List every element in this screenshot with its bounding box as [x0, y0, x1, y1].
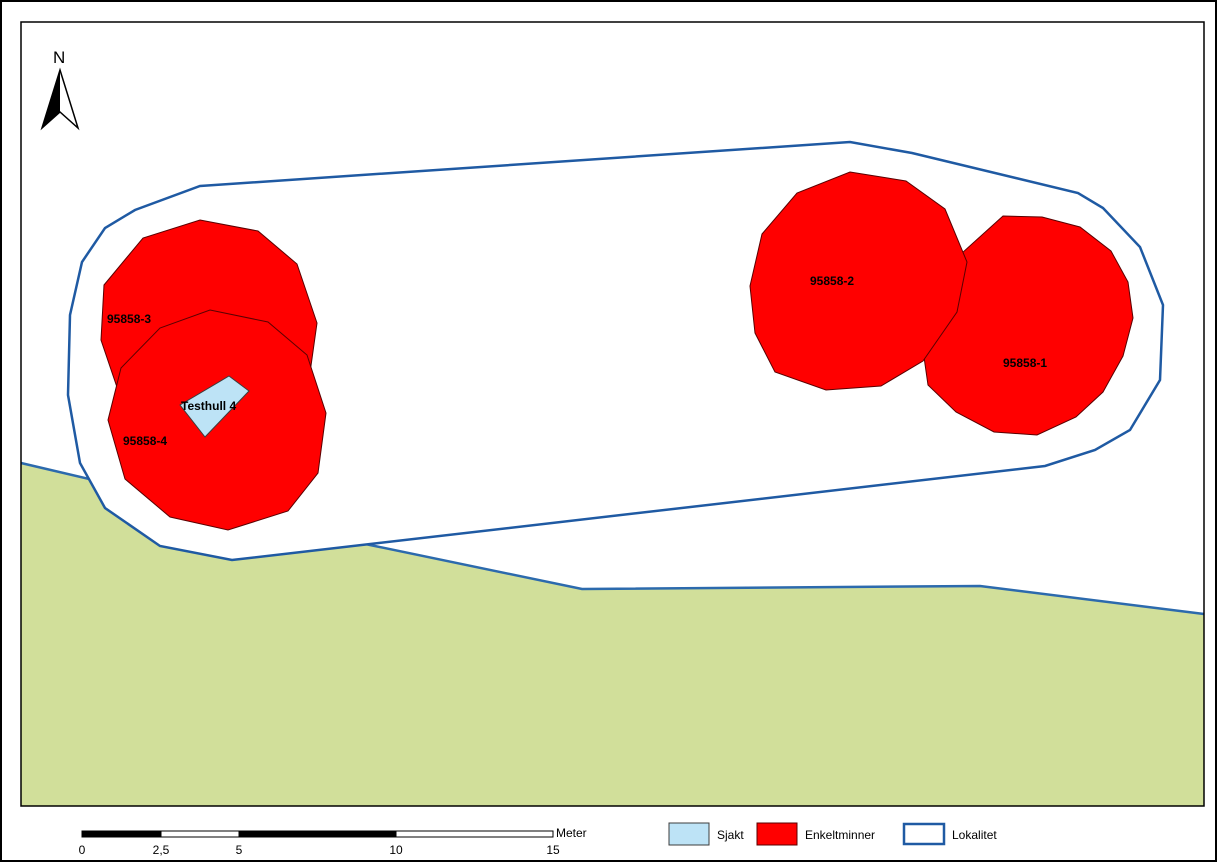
- scale-tick-15: 15: [546, 843, 560, 857]
- map-border: [20, 21, 1205, 807]
- scale-unit: Meter: [556, 826, 587, 840]
- scale-segment-2: [160, 830, 240, 838]
- scale-bar: 0 2,5 5 10 15 Meter: [79, 826, 587, 857]
- north-arrow-half-icon: [42, 70, 60, 128]
- label-95858-1: 95858-1: [1003, 356, 1047, 370]
- scale-tick-2-5: 2,5: [153, 843, 170, 857]
- enkeltminne-95858-2[interactable]: [749, 171, 968, 391]
- legend-label-enkeltminner: Enkeltminner: [805, 828, 875, 842]
- label-95858-4: 95858-4: [123, 434, 167, 448]
- scale-segment-4: [395, 830, 554, 838]
- north-arrow: N: [40, 48, 80, 131]
- scale-tick-10: 10: [389, 843, 403, 857]
- label-testhull-4: Testhull 4: [181, 399, 236, 413]
- sjakt-swatch-icon: [668, 822, 710, 846]
- scale-tick-5: 5: [236, 843, 243, 857]
- legend-label-sjakt: Sjakt: [717, 828, 744, 842]
- lokalitet-swatch-icon: [902, 822, 946, 846]
- label-95858-3: 95858-3: [107, 312, 151, 326]
- sjakt-testhull-4[interactable]: [179, 375, 250, 438]
- map-frame[interactable]: 95858-1 95858-2 95858-3 95858-4 Testhull…: [20, 21, 1205, 807]
- enkeltminner-swatch-icon: [756, 822, 798, 846]
- scale-segment-3: [238, 830, 397, 838]
- scale-segment-1: [81, 830, 162, 838]
- legend-label-lokalitet: Lokalitet: [952, 828, 997, 842]
- label-95858-2: 95858-2: [810, 274, 854, 288]
- scale-tick-0: 0: [79, 843, 86, 857]
- north-label: N: [53, 48, 65, 67]
- legend: Sjakt Enkeltminner Lokalitet: [668, 822, 997, 846]
